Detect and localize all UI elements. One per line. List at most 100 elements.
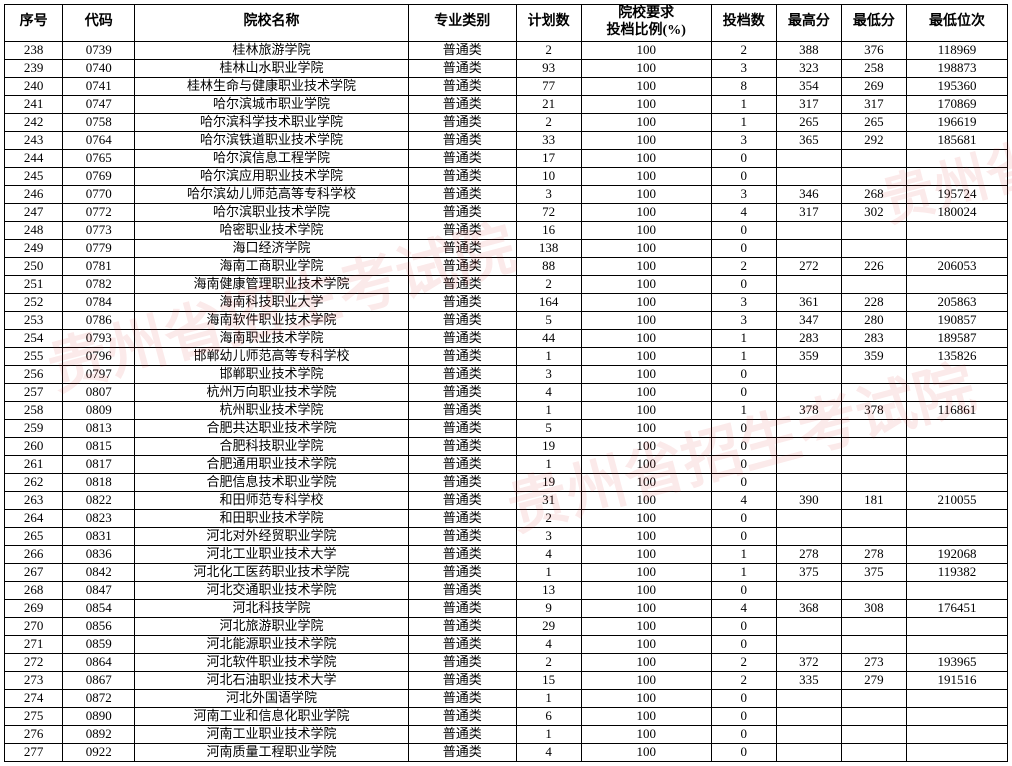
cell-c9: 116861 xyxy=(906,401,1007,419)
cell-c0: 240 xyxy=(5,77,63,95)
cell-c4: 2 xyxy=(516,275,581,293)
cell-c8: 283 xyxy=(841,329,906,347)
cell-c1: 0817 xyxy=(63,455,135,473)
cell-c9 xyxy=(906,635,1007,653)
table-row: 2470772哈尔滨职业技术学院普通类721004317302180024 xyxy=(5,203,1008,221)
cell-c4: 17 xyxy=(516,149,581,167)
cell-c3: 普通类 xyxy=(408,275,516,293)
cell-c6: 2 xyxy=(711,671,776,689)
cell-c9 xyxy=(906,383,1007,401)
cell-c2: 海南健康管理职业技术学院 xyxy=(135,275,409,293)
cell-c8: 181 xyxy=(841,491,906,509)
table-row: 2580809杭州职业技术学院普通类11001378378116861 xyxy=(5,401,1008,419)
cell-c1: 0867 xyxy=(63,671,135,689)
cell-c4: 15 xyxy=(516,671,581,689)
cell-c7: 278 xyxy=(776,545,841,563)
cell-c6: 3 xyxy=(711,59,776,77)
table-header-row: 序号代码院校名称专业类别计划数院校要求投档比例(%)投档数最高分最低分最低位次 xyxy=(5,5,1008,42)
cell-c1: 0784 xyxy=(63,293,135,311)
cell-c9: 185681 xyxy=(906,131,1007,149)
cell-c2: 河北交通职业技术学院 xyxy=(135,581,409,599)
cell-c5: 100 xyxy=(581,329,711,347)
cell-c9: 192068 xyxy=(906,545,1007,563)
cell-c9 xyxy=(906,617,1007,635)
cell-c2: 合肥科技职业学院 xyxy=(135,437,409,455)
cell-c9: 170869 xyxy=(906,95,1007,113)
cell-c7: 265 xyxy=(776,113,841,131)
table-row: 2380739桂林旅游学院普通类21002388376118969 xyxy=(5,41,1008,59)
cell-c5: 100 xyxy=(581,599,711,617)
cell-c6: 0 xyxy=(711,509,776,527)
cell-c2: 海口经济学院 xyxy=(135,239,409,257)
admissions-table: 序号代码院校名称专业类别计划数院校要求投档比例(%)投档数最高分最低分最低位次 … xyxy=(4,4,1008,762)
cell-c1: 0773 xyxy=(63,221,135,239)
cell-c4: 88 xyxy=(516,257,581,275)
cell-c3: 普通类 xyxy=(408,743,516,761)
cell-c1: 0769 xyxy=(63,167,135,185)
cell-c3: 普通类 xyxy=(408,41,516,59)
cell-c6: 2 xyxy=(711,41,776,59)
cell-c8 xyxy=(841,635,906,653)
cell-c3: 普通类 xyxy=(408,347,516,365)
table-row: 2670842河北化工医药职业技术学院普通类11001375375119382 xyxy=(5,563,1008,581)
cell-c1: 0822 xyxy=(63,491,135,509)
cell-c6: 1 xyxy=(711,329,776,347)
cell-c8: 302 xyxy=(841,203,906,221)
cell-c4: 6 xyxy=(516,707,581,725)
cell-c8: 226 xyxy=(841,257,906,275)
cell-c5: 100 xyxy=(581,581,711,599)
cell-c6: 1 xyxy=(711,563,776,581)
cell-c3: 普通类 xyxy=(408,59,516,77)
cell-c8 xyxy=(841,221,906,239)
cell-c7: 359 xyxy=(776,347,841,365)
cell-c0: 238 xyxy=(5,41,63,59)
cell-c5: 100 xyxy=(581,185,711,203)
cell-c0: 239 xyxy=(5,59,63,77)
cell-c6: 1 xyxy=(711,545,776,563)
cell-c3: 普通类 xyxy=(408,257,516,275)
cell-c8: 273 xyxy=(841,653,906,671)
table-row: 2540793海南职业技术学院普通类441001283283189587 xyxy=(5,329,1008,347)
cell-c4: 2 xyxy=(516,653,581,671)
cell-c1: 0741 xyxy=(63,77,135,95)
cell-c7: 323 xyxy=(776,59,841,77)
cell-c5: 100 xyxy=(581,95,711,113)
table-row: 2760892河南工业职业技术学院普通类11000 xyxy=(5,725,1008,743)
cell-c7: 317 xyxy=(776,203,841,221)
cell-c1: 0818 xyxy=(63,473,135,491)
cell-c0: 243 xyxy=(5,131,63,149)
cell-c3: 普通类 xyxy=(408,95,516,113)
cell-c2: 河北对外经贸职业学院 xyxy=(135,527,409,545)
cell-c4: 4 xyxy=(516,545,581,563)
cell-c8: 359 xyxy=(841,347,906,365)
cell-c6: 0 xyxy=(711,275,776,293)
cell-c7 xyxy=(776,383,841,401)
cell-c3: 普通类 xyxy=(408,545,516,563)
cell-c6: 4 xyxy=(711,203,776,221)
cell-c6: 0 xyxy=(711,635,776,653)
cell-c1: 0739 xyxy=(63,41,135,59)
cell-c9: 119382 xyxy=(906,563,1007,581)
table-row: 2490779海口经济学院普通类1381000 xyxy=(5,239,1008,257)
cell-c8 xyxy=(841,527,906,545)
cell-c4: 31 xyxy=(516,491,581,509)
cell-c0: 276 xyxy=(5,725,63,743)
cell-c3: 普通类 xyxy=(408,509,516,527)
cell-c8 xyxy=(841,365,906,383)
cell-c9 xyxy=(906,509,1007,527)
cell-c3: 普通类 xyxy=(408,437,516,455)
cell-c2: 河南工业职业技术学院 xyxy=(135,725,409,743)
column-header-c2: 院校名称 xyxy=(135,5,409,42)
cell-c7 xyxy=(776,365,841,383)
cell-c2: 合肥通用职业技术学院 xyxy=(135,455,409,473)
cell-c7: 317 xyxy=(776,95,841,113)
cell-c2: 邯郸职业技术学院 xyxy=(135,365,409,383)
table-row: 2450769哈尔滨应用职业技术学院普通类101000 xyxy=(5,167,1008,185)
table-row: 2390740桂林山水职业学院普通类931003323258198873 xyxy=(5,59,1008,77)
cell-c7: 365 xyxy=(776,131,841,149)
cell-c5: 100 xyxy=(581,707,711,725)
cell-c7: 354 xyxy=(776,77,841,95)
cell-c0: 266 xyxy=(5,545,63,563)
cell-c4: 1 xyxy=(516,455,581,473)
cell-c8: 292 xyxy=(841,131,906,149)
